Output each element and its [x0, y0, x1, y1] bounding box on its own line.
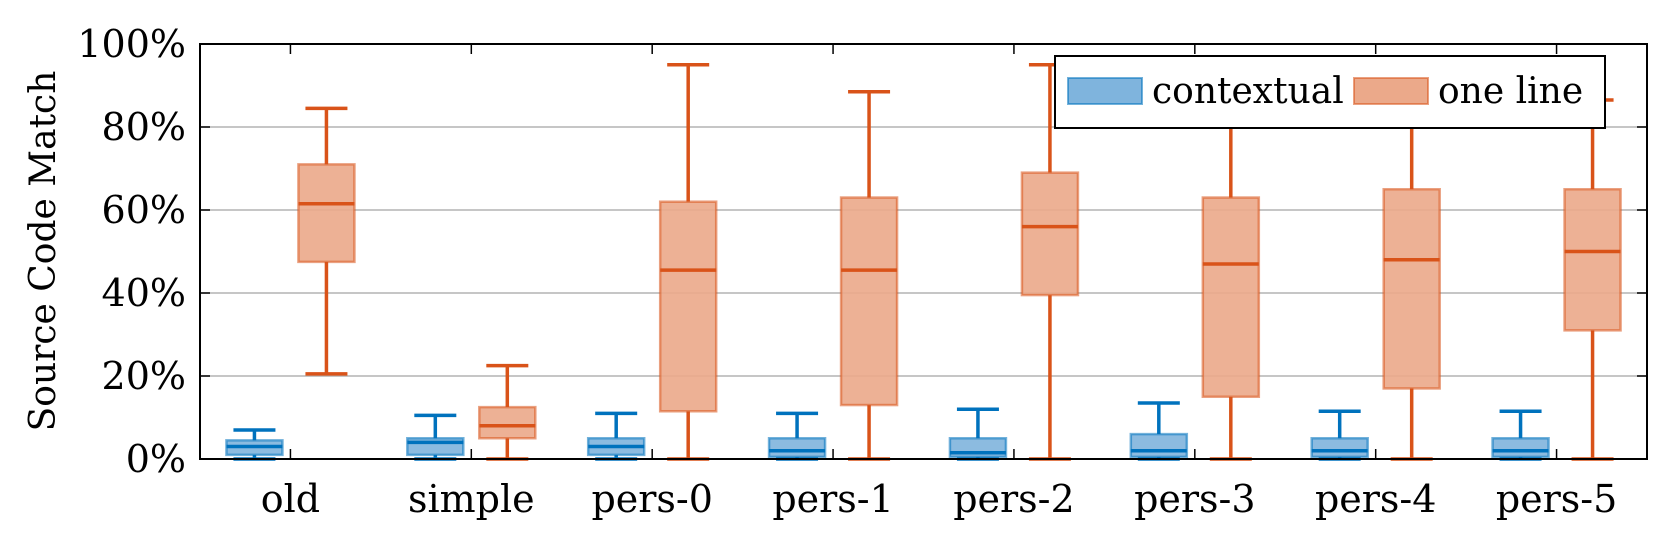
box-contextual-pers-1: [767, 411, 827, 461]
y-tick-label: 80%: [102, 105, 186, 149]
box-iqr: [478, 405, 537, 440]
x-tick-label: pers-5: [1496, 477, 1618, 521]
box-contextual-pers-2: [948, 407, 1008, 461]
box-iqr: [1563, 188, 1622, 332]
x-tick-label: simple: [408, 477, 535, 521]
x-tick-label: pers-1: [772, 477, 894, 521]
box-one-line-pers-5: [1563, 98, 1622, 461]
box-one-line-simple: [478, 363, 537, 461]
box-iqr: [767, 437, 827, 459]
box-contextual-simple: [406, 413, 465, 461]
box-contextual-old: [225, 428, 284, 461]
legend-frame: [1054, 55, 1606, 129]
y-axis-ticks: 0% 20% 40% 60% 80% 100%: [77, 22, 1647, 481]
x-tick-label: pers-2: [953, 477, 1075, 521]
y-tick-label: 60%: [102, 188, 186, 232]
box-one-line-pers-2: [1020, 63, 1080, 461]
y-axis-label: Source Code Match: [23, 71, 64, 432]
x-axis-ticks: old simple pers-0 pers-1 pers-2 pers-3 pers-4 p…: [261, 44, 1618, 521]
box-plot-marks: [225, 63, 1622, 461]
legend-swatch-contextual: [1067, 77, 1143, 105]
box-one-line-pers-3: [1201, 92, 1261, 461]
y-tick-label: 20%: [102, 354, 186, 398]
box-iqr: [1382, 188, 1441, 390]
box-one-line-old: [297, 106, 356, 376]
box-iqr: [1201, 196, 1261, 398]
legend-label-one-line: one line: [1438, 71, 1583, 112]
box-iqr: [658, 200, 718, 413]
legend: contextual one line: [1054, 55, 1606, 129]
y-tick-label: 0%: [126, 437, 186, 481]
y-tick-label: 40%: [102, 271, 186, 315]
box-iqr: [1020, 171, 1080, 297]
box-iqr: [1129, 432, 1189, 459]
x-tick-label: old: [261, 477, 320, 521]
box-contextual-pers-3: [1129, 401, 1189, 461]
box-contextual-pers-4: [1310, 409, 1369, 461]
box-iqr: [297, 163, 356, 264]
legend-swatch-one-line: [1353, 77, 1429, 105]
box-one-line-pers-1: [839, 89, 899, 461]
box-iqr: [1491, 437, 1550, 459]
y-tick-label: 100%: [77, 22, 186, 66]
series-one-line: [297, 63, 1622, 461]
series-contextual: [225, 401, 1550, 461]
box-one-line-pers-4: [1382, 92, 1441, 461]
box-one-line-pers-0: [658, 63, 718, 461]
x-tick-label: pers-0: [591, 477, 713, 521]
legend-label-contextual: contextual: [1152, 71, 1344, 112]
box-contextual-pers-0: [586, 411, 646, 461]
plot-area-frame: [199, 43, 1648, 460]
x-tick-label: pers-4: [1315, 477, 1437, 521]
x-tick-label: pers-3: [1134, 477, 1256, 521]
box-iqr: [1310, 437, 1369, 459]
box-contextual-pers-5: [1491, 409, 1550, 461]
box-iqr: [839, 196, 899, 407]
